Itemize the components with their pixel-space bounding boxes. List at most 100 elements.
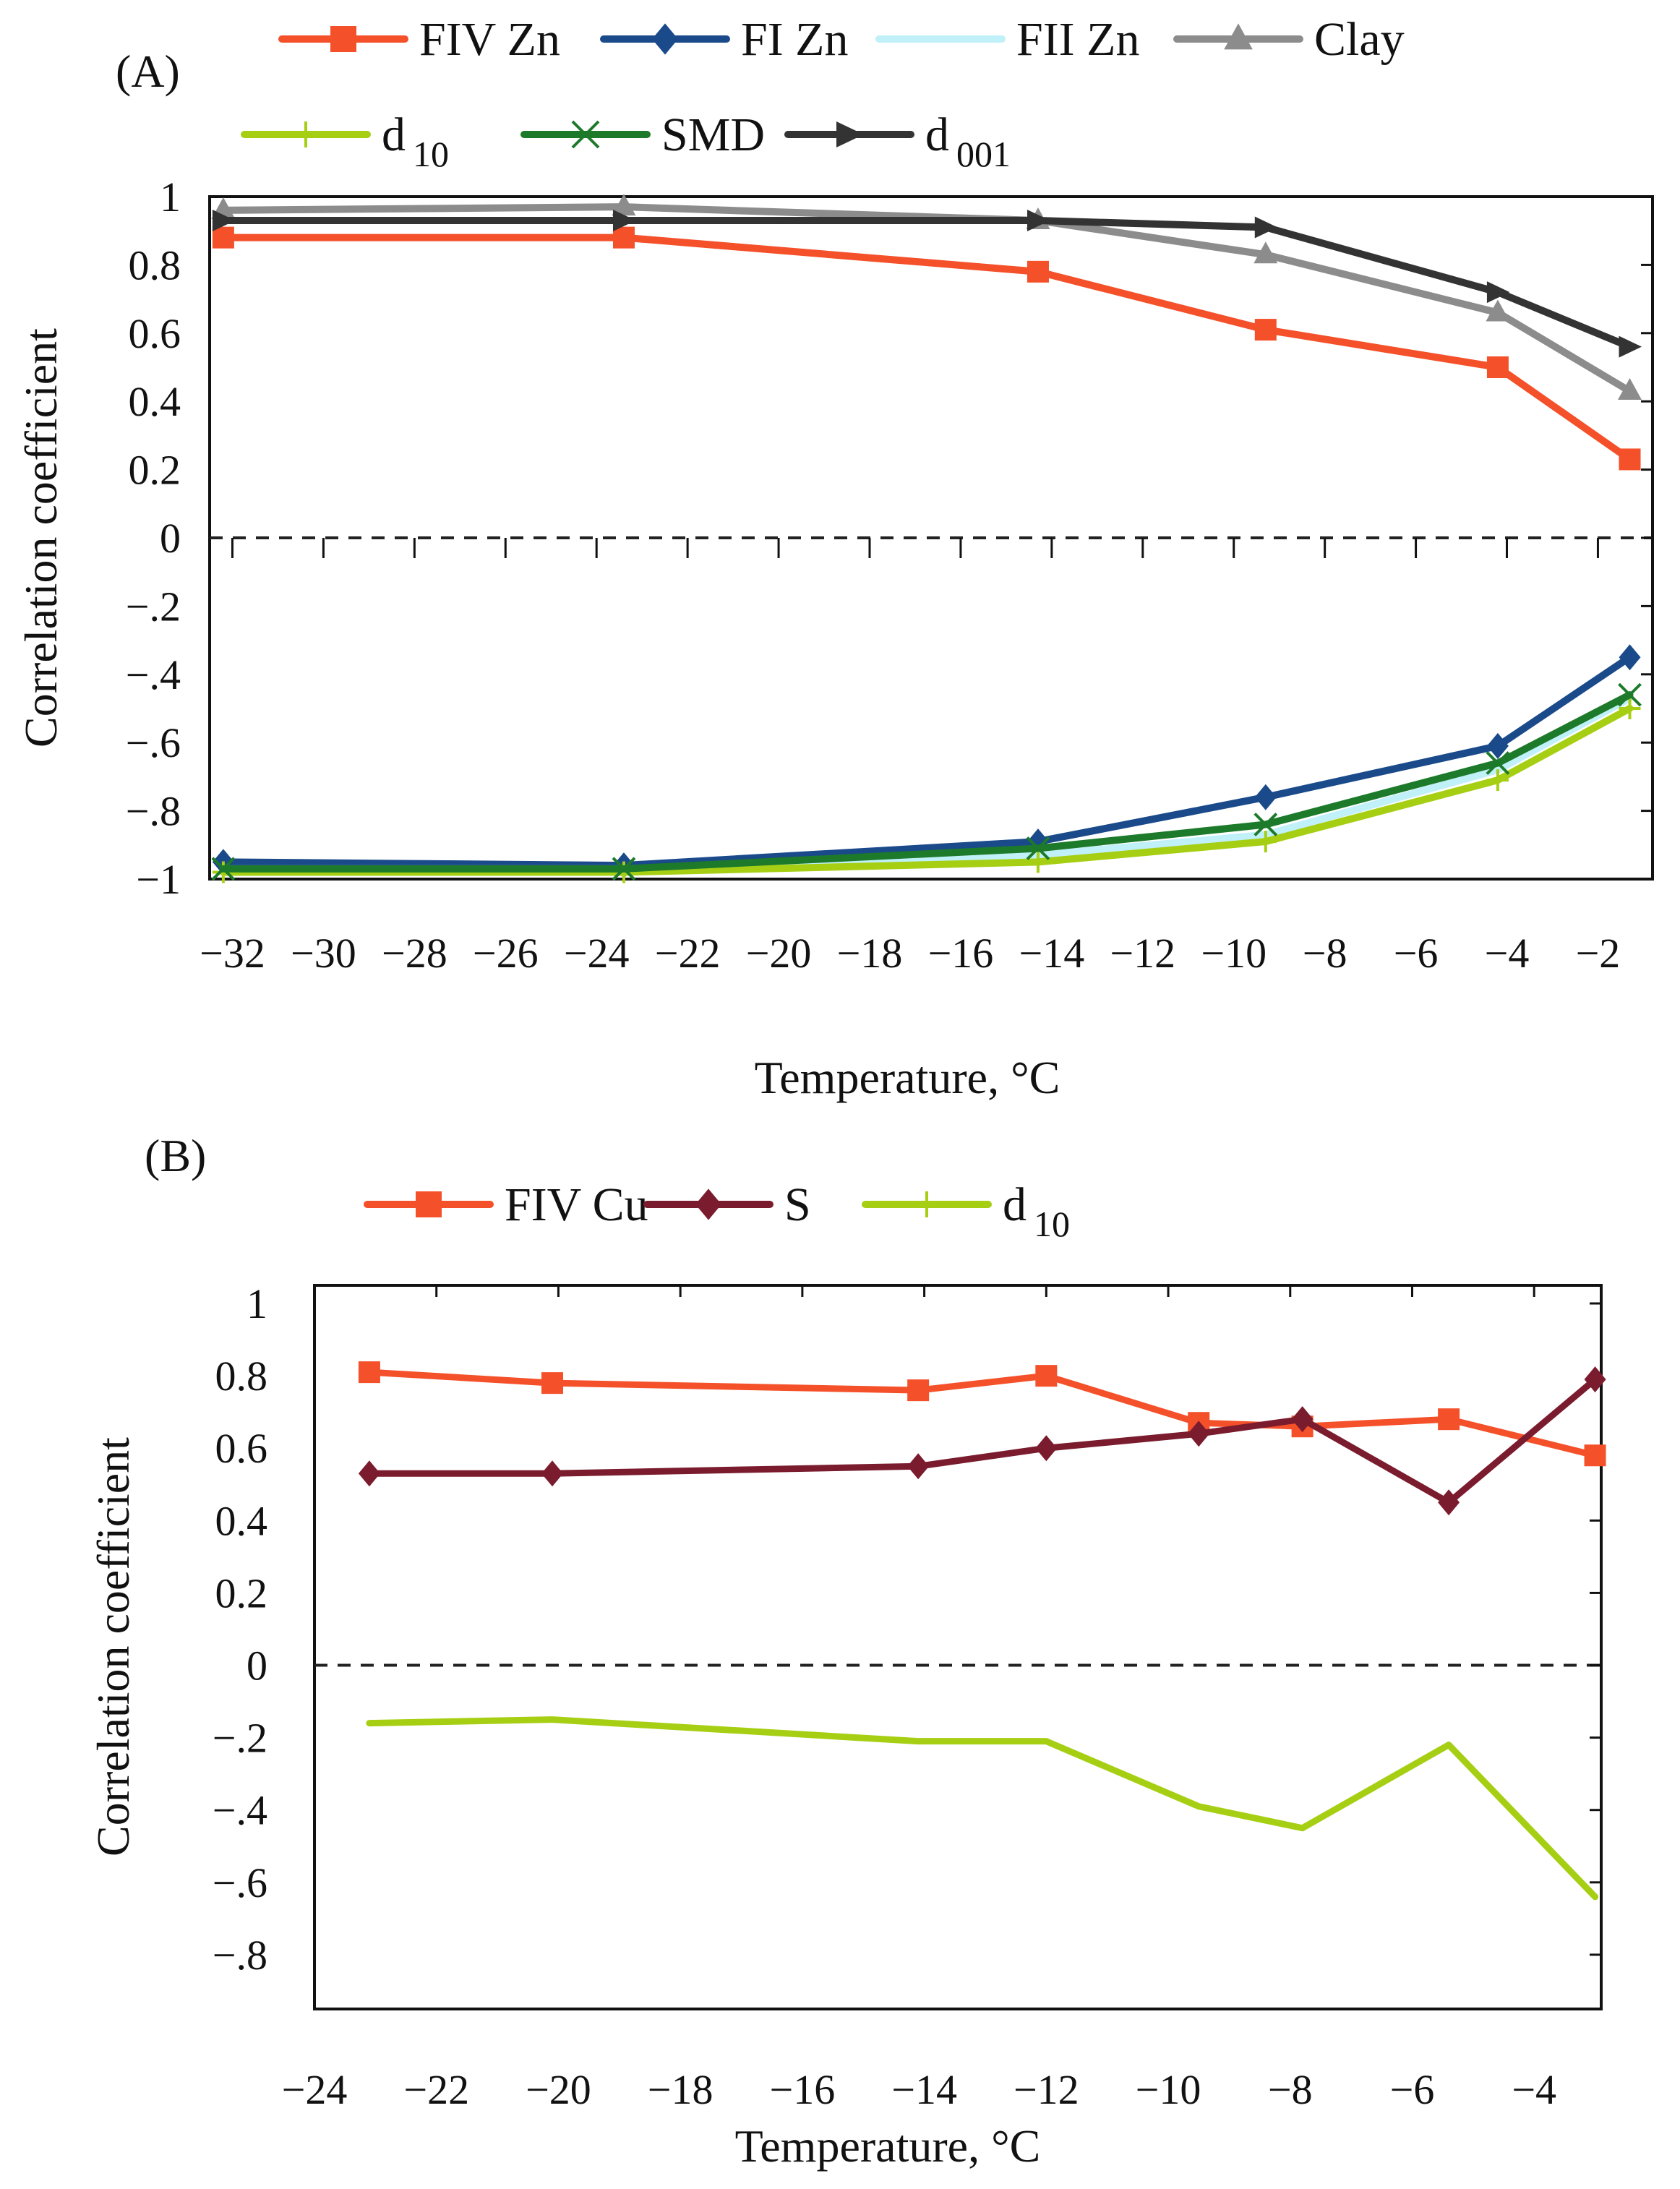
data-point bbox=[358, 1460, 380, 1487]
y-tick-label: 1 bbox=[160, 174, 181, 220]
data-point bbox=[1027, 210, 1050, 232]
y-axis-title: Correlation coefficient bbox=[15, 328, 67, 747]
y-tick-label: 0.2 bbox=[129, 447, 181, 494]
series-line bbox=[219, 203, 1634, 395]
legend-label: d bbox=[1003, 1178, 1027, 1231]
x-tick-label: −6 bbox=[1390, 2066, 1435, 2113]
legend-label-subscript: 10 bbox=[413, 134, 449, 174]
data-point bbox=[211, 857, 236, 881]
series-line bbox=[219, 691, 1634, 873]
x-tick-label: −4 bbox=[1512, 2066, 1556, 2113]
x-tick-label: −10 bbox=[1136, 2066, 1201, 2113]
legend-item: FIV Zn bbox=[278, 13, 560, 66]
y-tick-label: 0.2 bbox=[215, 1569, 268, 1616]
y-tick-label: 0.8 bbox=[215, 1353, 268, 1400]
x-tick-label: −20 bbox=[526, 2066, 591, 2113]
x-tick-label: −24 bbox=[564, 930, 630, 977]
x-tick-label: −8 bbox=[1268, 2066, 1313, 2113]
legend-swatch-marker bbox=[652, 23, 678, 55]
y-tick-label: 0.8 bbox=[129, 241, 181, 288]
y-tick-label: 0.6 bbox=[129, 310, 181, 357]
y-tick-label: 0.4 bbox=[215, 1497, 268, 1544]
y-tick-label: −.6 bbox=[126, 719, 181, 766]
x-tick-label: −16 bbox=[928, 930, 994, 977]
y-tick-label: −.4 bbox=[126, 651, 181, 698]
series-line bbox=[366, 1376, 1599, 1506]
y-tick-label: 1 bbox=[247, 1280, 267, 1327]
series-fiv-cu bbox=[358, 1361, 1606, 1467]
legend-item: d 10 bbox=[862, 1178, 1070, 1244]
data-point bbox=[1486, 732, 1509, 759]
data-point bbox=[1253, 813, 1278, 836]
series-d-10 bbox=[366, 1716, 1599, 1901]
legend-item: FI Zn bbox=[600, 13, 849, 66]
x-tick-label: −30 bbox=[291, 930, 356, 977]
x-tick-label: −22 bbox=[655, 930, 721, 977]
data-point bbox=[541, 1460, 564, 1487]
legend-label: d bbox=[382, 108, 406, 161]
legend-label: S bbox=[784, 1178, 811, 1231]
data-point bbox=[1027, 260, 1049, 283]
data-point bbox=[612, 857, 636, 881]
y-tick-label: 0 bbox=[160, 515, 181, 562]
x-tick-label: −32 bbox=[200, 930, 265, 977]
data-point bbox=[1254, 216, 1278, 239]
legend-item: d 10 bbox=[241, 108, 449, 174]
y-tick-label: 0.6 bbox=[215, 1425, 268, 1472]
series-s bbox=[358, 1366, 1606, 1516]
data-point bbox=[612, 226, 635, 249]
chart-panel-b: (B) 1 0.8 0.6 0.4 0.2 0 −.2 −.4 −.6 −.8 −24 −22 −20 −1… bbox=[87, 1130, 1606, 2172]
legend-label: FI Zn bbox=[741, 13, 849, 66]
y-tick-label: 0 bbox=[247, 1642, 267, 1689]
y-tick-label: −.8 bbox=[213, 1932, 267, 1979]
legend-swatch-marker bbox=[914, 1191, 940, 1217]
data-point bbox=[612, 194, 636, 216]
x-tick-label: −4 bbox=[1485, 930, 1530, 977]
x-tick-label: −28 bbox=[382, 930, 447, 977]
series-clay bbox=[211, 194, 1642, 400]
x-tick-label: −12 bbox=[1110, 930, 1175, 977]
legend-item: Clay bbox=[1173, 13, 1405, 66]
data-point bbox=[1619, 698, 1641, 719]
x-tick-label: −14 bbox=[891, 2066, 957, 2113]
data-point bbox=[1253, 241, 1278, 264]
y-tick-label: −.2 bbox=[213, 1715, 267, 1762]
legend-label: FIV Cu bbox=[505, 1178, 648, 1231]
legend-label-subscript: 10 bbox=[1034, 1204, 1070, 1244]
legend-label: Clay bbox=[1314, 13, 1405, 66]
x-tick-label: −18 bbox=[648, 2066, 713, 2113]
data-point bbox=[1035, 1435, 1058, 1462]
series-fiv-zn bbox=[212, 226, 1641, 471]
series-line bbox=[219, 234, 1634, 463]
legend-label: FIV Zn bbox=[419, 13, 560, 66]
series-line bbox=[219, 217, 1634, 351]
data-point bbox=[1486, 281, 1510, 304]
y-tick-label: −.2 bbox=[126, 583, 181, 630]
data-point bbox=[1618, 378, 1642, 400]
panel-label: (A) bbox=[116, 46, 180, 97]
panel-label: (B) bbox=[145, 1130, 206, 1181]
data-point bbox=[1254, 319, 1277, 341]
plot-area-frame bbox=[313, 1284, 1603, 2010]
data-point bbox=[1486, 751, 1510, 775]
data-point bbox=[1254, 784, 1277, 810]
data-point bbox=[1027, 851, 1049, 873]
x-tick-label: −10 bbox=[1201, 930, 1267, 977]
legend-swatch-marker bbox=[836, 121, 864, 147]
x-tick-label: −20 bbox=[746, 930, 812, 977]
data-point bbox=[1254, 831, 1277, 853]
data-point bbox=[541, 1372, 564, 1395]
data-point bbox=[1291, 1406, 1313, 1433]
series-fi-zn bbox=[212, 644, 1641, 879]
data-point bbox=[907, 1453, 930, 1480]
x-tick-label: −6 bbox=[1394, 930, 1439, 977]
data-point bbox=[212, 226, 234, 249]
data-point bbox=[1619, 644, 1641, 671]
legend-label-subscript: 001 bbox=[956, 134, 1011, 174]
legend-swatch-marker bbox=[1224, 23, 1253, 50]
x-axis-title: Temperature, °C bbox=[755, 1052, 1060, 1103]
data-point bbox=[1618, 682, 1642, 707]
data-point bbox=[1584, 1444, 1606, 1467]
legend-swatch-marker bbox=[571, 120, 600, 149]
series-d-001 bbox=[212, 210, 1642, 358]
